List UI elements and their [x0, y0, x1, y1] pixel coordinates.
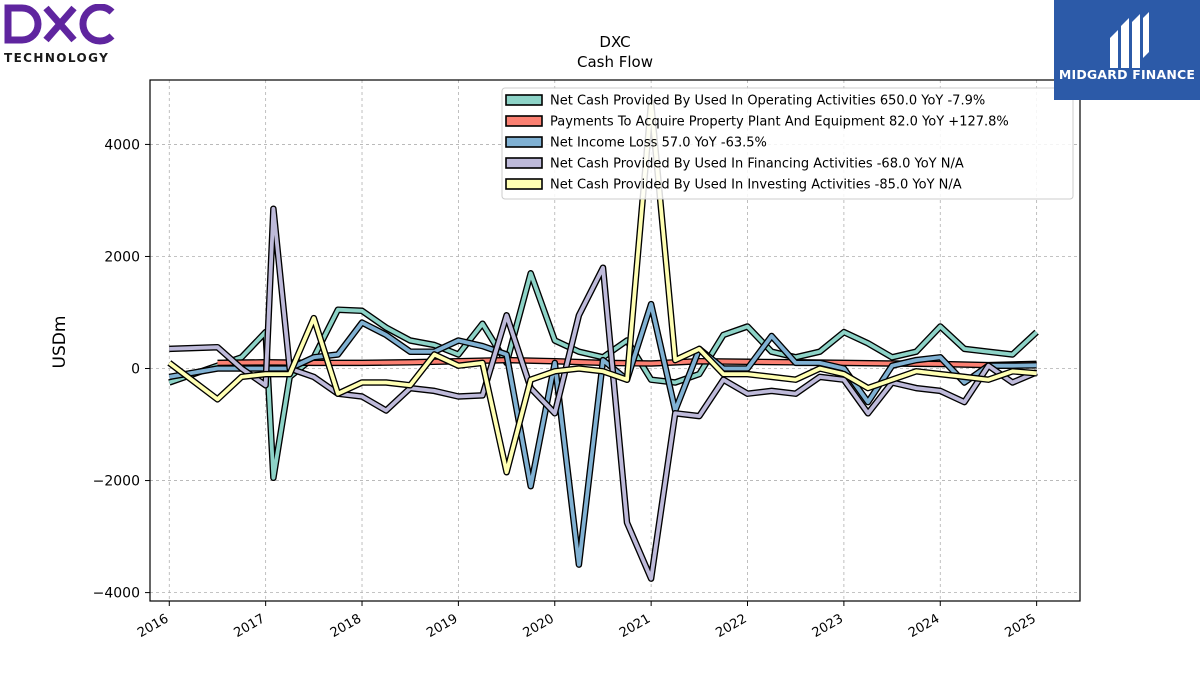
dxc-letter-c	[79, 3, 115, 45]
y-tick-label: −4000	[93, 586, 140, 602]
x-tick-label: 2021	[617, 611, 653, 641]
dxc-technology-logo: TECHNOLOGY	[4, 3, 116, 66]
midgard-watermark-text: MIDGARD FINANCE	[1058, 67, 1196, 82]
y-tick-label: 4000	[104, 137, 140, 153]
midgard-logo-mark	[1110, 12, 1149, 68]
x-tick-label: 2017	[231, 611, 267, 641]
axis-ticks: 2016 2017 2018 2019 2020 2021 2022 2023 2024 2025…	[93, 137, 1039, 641]
x-tick-label: 2022	[713, 611, 749, 641]
legend-label: Net Cash Provided By Used In Investing A…	[550, 178, 962, 193]
x-tick-label: 2025	[1002, 611, 1038, 641]
y-tick-label: −2000	[93, 474, 140, 490]
legend-label: Net Cash Provided By Used In Financing A…	[550, 157, 964, 172]
series-lines	[167, 99, 1039, 582]
legend-label: Payments To Acquire Property Plant And E…	[550, 115, 1009, 130]
legend-label: Net Income Loss 57.0 YoY -63.5%	[550, 136, 767, 151]
chart-title: DXC	[599, 33, 630, 51]
x-tick-label: 2016	[135, 611, 171, 641]
x-tick-label: 2020	[521, 611, 557, 641]
x-tick-label: 2019	[424, 611, 460, 641]
dxc-letter-x	[43, 5, 77, 43]
y-tick-label: 0	[131, 362, 140, 378]
legend-box	[501, 87, 1074, 200]
legend-swatch	[505, 178, 543, 190]
legend-swatch	[505, 157, 543, 169]
midgard-finance-watermark: MIDGARD FINANCE	[1054, 0, 1200, 100]
legend-swatch	[505, 94, 543, 106]
chart-legend: Net Cash Provided By Used In Operating A…	[501, 87, 1074, 200]
legend-swatch	[505, 115, 543, 127]
series-outline-3	[169, 205, 1038, 582]
series-line-3	[169, 206, 1038, 581]
x-tick-label: 2023	[810, 611, 846, 641]
y-tick-label: 2000	[104, 249, 140, 265]
dxc-logo-mark	[4, 3, 115, 45]
dxc-letter-d	[4, 4, 42, 44]
series-line-4	[168, 100, 1037, 475]
series-line-2	[168, 302, 1037, 567]
y-axis-label: USDm	[50, 316, 70, 369]
legend-label: Net Cash Provided By Used In Operating A…	[550, 94, 985, 109]
series-outline-2	[168, 300, 1037, 568]
x-tick-label: 2024	[906, 611, 942, 641]
plot-frame	[149, 79, 1081, 602]
chart-subtitle: Cash Flow	[577, 53, 653, 71]
legend-swatch	[505, 136, 543, 148]
x-tick-label: 2018	[328, 611, 364, 641]
dxc-logo-subtext: TECHNOLOGY	[4, 51, 110, 65]
